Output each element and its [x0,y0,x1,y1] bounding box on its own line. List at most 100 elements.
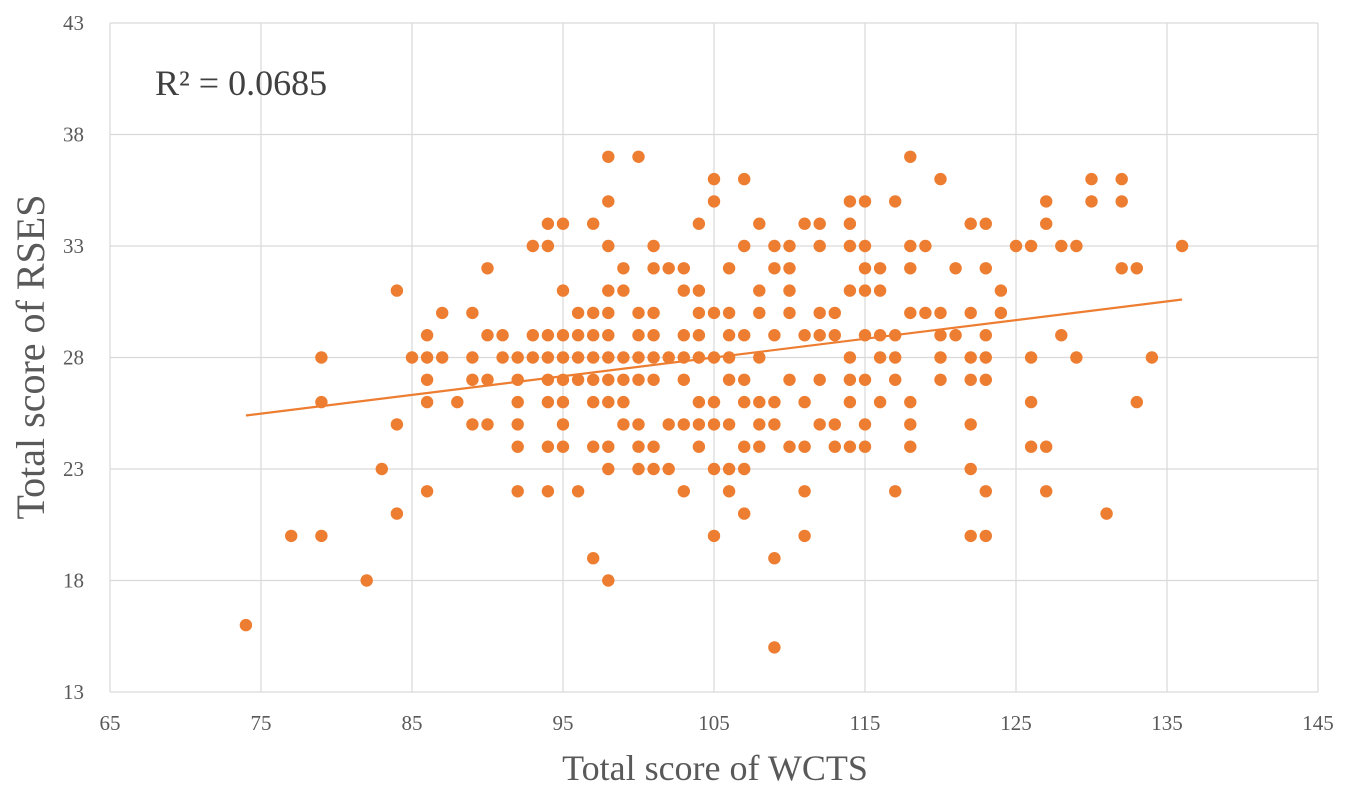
y-tick-label: 33 [63,234,84,258]
data-point [541,217,555,230]
data-point [813,217,826,230]
data-point [632,306,645,320]
data-point [934,306,947,320]
y-tick-label: 13 [63,680,84,704]
trendline [245,298,1183,417]
data-point [647,329,660,342]
data-point [1024,395,1038,409]
data-point [677,485,690,498]
data-point [843,395,857,409]
data-point [466,418,479,431]
data-point [692,440,706,453]
data-point [481,262,494,275]
data-point [768,329,781,342]
data-point [707,195,721,208]
data-point [813,306,826,320]
data-point [934,329,947,342]
data-point [602,306,615,320]
data-point [632,373,645,386]
data-point [964,418,977,431]
y-tick-label: 28 [63,346,84,370]
data-point [602,373,615,386]
data-point [1175,239,1189,253]
data-point [904,395,917,409]
data-point [692,395,706,409]
data-point [571,329,585,342]
data-point [738,462,751,476]
data-point [481,418,494,431]
data-point [541,395,555,409]
data-point [979,262,992,275]
data-point [919,239,932,253]
data-point [602,462,615,476]
data-point [541,440,555,453]
x-tick-label: 95 [553,711,574,735]
data-point [511,395,524,409]
data-point [511,351,524,364]
data-point [617,395,630,409]
data-point [858,373,872,386]
data-point [768,641,781,654]
data-point [390,507,404,520]
x-tick-label: 135 [1151,711,1183,735]
data-point [541,485,555,498]
data-point [707,172,721,186]
data-point [587,306,600,320]
data-point [798,440,811,453]
data-point [556,418,570,431]
data-point [602,239,615,253]
data-point [753,395,766,409]
data-point [858,418,872,431]
data-point [753,351,766,364]
data-point [738,329,751,342]
data-point [571,351,585,364]
data-point [798,217,811,230]
data-point [768,418,781,431]
data-point [904,239,917,253]
data-point [873,351,887,364]
data-point [662,262,675,275]
data-point [1115,262,1128,275]
data-point [436,351,449,364]
data-point [904,150,917,163]
data-point [722,306,736,320]
data-point [873,284,887,297]
data-point [526,329,539,342]
y-tick-label: 18 [63,569,84,593]
data-point [934,373,947,386]
data-point [647,306,660,320]
data-point [587,395,600,409]
data-point [632,329,645,342]
data-point [511,440,524,453]
x-tick-label: 105 [698,711,730,735]
data-point [889,195,902,208]
data-point [964,217,977,230]
data-point [979,485,992,498]
data-point [783,262,796,275]
data-point [753,418,766,431]
data-point [556,284,570,297]
data-point [738,172,751,186]
x-axis-title: Total score of WCTS [562,748,868,788]
y-tick-label: 38 [63,123,84,147]
data-point [571,485,585,498]
data-point [632,150,645,163]
data-point [617,351,630,364]
data-point [707,395,721,409]
data-point [375,462,388,476]
data-point [798,529,811,543]
data-point [556,329,570,342]
data-point [1130,262,1144,275]
data-point [783,306,796,320]
data-point [1040,217,1053,230]
data-point [466,306,479,320]
data-point [541,239,555,253]
data-point [662,351,675,364]
data-point [1145,351,1159,364]
data-point [315,529,328,543]
data-point [934,351,947,364]
data-point [1130,395,1144,409]
data-point [889,485,902,498]
data-point [587,552,600,565]
